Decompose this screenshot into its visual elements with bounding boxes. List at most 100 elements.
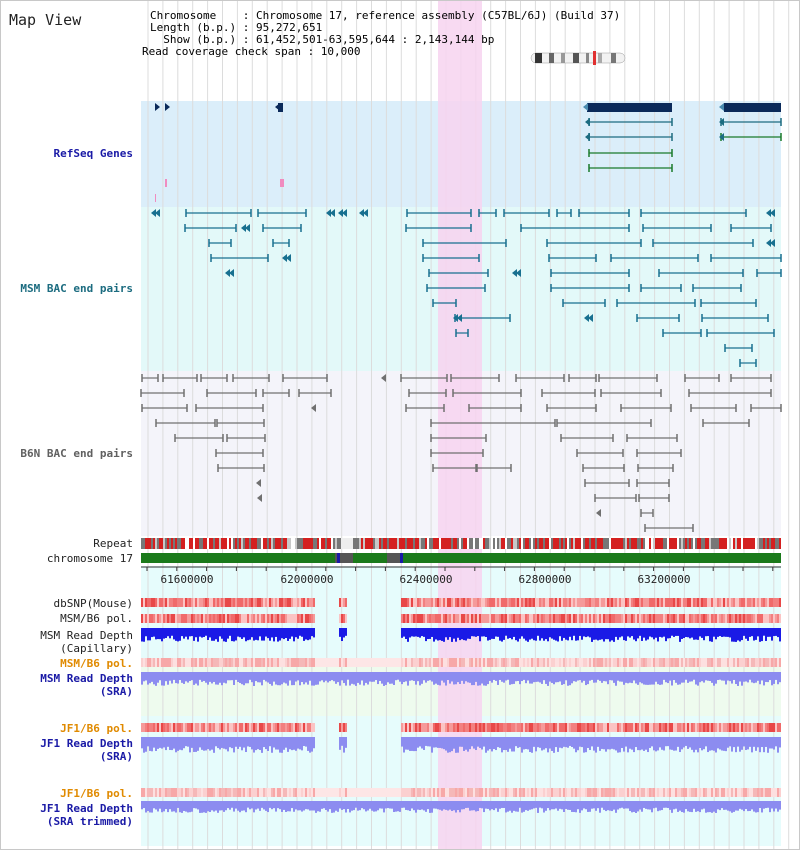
repeat-segment <box>343 538 345 549</box>
read-depth-bar <box>675 628 677 636</box>
polymorphism-segment <box>461 658 463 667</box>
polymorphism-segment <box>389 788 391 797</box>
read-depth-bar <box>645 628 647 641</box>
jf1-depth-sra-label[interactable]: JF1 Read Depth <box>40 737 133 750</box>
polymorphism-segment <box>241 614 243 623</box>
b6n-bac-label[interactable]: B6N BAC end pairs <box>20 447 133 460</box>
read-depth-bar <box>299 628 301 636</box>
polymorphism-segment <box>199 614 201 623</box>
read-depth-bar <box>171 628 173 636</box>
read-depth-bar <box>703 801 705 809</box>
polymorphism-segment <box>193 614 195 623</box>
read-depth-bar <box>679 737 681 753</box>
polymorphism-segment <box>177 614 179 623</box>
polymorphism-segment <box>615 788 617 797</box>
polymorphism-segment <box>339 614 341 623</box>
repeat-segment <box>305 538 307 549</box>
jf1-depth-trimmed-label[interactable]: JF1 Read Depth <box>40 802 133 815</box>
read-depth-bar <box>615 737 617 751</box>
repeat-segment <box>215 538 217 549</box>
msm-depth-capillary-label[interactable]: MSM Read Depth <box>40 629 133 642</box>
repeat-label[interactable]: Repeat <box>93 537 133 550</box>
polymorphism-segment <box>601 788 603 797</box>
read-depth-bar <box>503 801 505 808</box>
polymorphism-segment <box>725 788 727 797</box>
polymorphism-segment <box>421 658 423 667</box>
read-depth-bar <box>601 801 603 808</box>
read-depth-bar <box>191 628 193 637</box>
jf1-b6-pol-label[interactable]: JF1/B6 pol. <box>60 722 133 735</box>
polymorphism-segment <box>419 788 421 797</box>
polymorphism-segment <box>245 788 247 797</box>
polymorphism-segment <box>395 658 397 667</box>
polymorphism-segment <box>755 614 757 623</box>
feature-arrow <box>155 103 160 111</box>
repeat-segment <box>201 538 203 549</box>
read-depth-bar <box>147 628 149 641</box>
polymorphism-segment <box>197 598 199 607</box>
polymorphism-segment <box>499 598 501 607</box>
jf1-b6-pol-trimmed-label[interactable]: JF1/B6 pol. <box>60 787 133 800</box>
polymorphism-segment <box>605 598 607 607</box>
read-depth-bar <box>455 737 457 753</box>
read-depth-bar <box>677 737 679 747</box>
msm-b6-pol-label[interactable]: MSM/B6 pol. <box>60 612 133 625</box>
polymorphism-segment <box>229 788 231 797</box>
read-depth-bar <box>311 737 313 752</box>
polymorphism-segment <box>335 788 337 797</box>
polymorphism-segment <box>147 614 149 623</box>
read-depth-bar <box>541 672 543 684</box>
repeat-segment <box>651 538 653 549</box>
read-depth-bar <box>551 628 553 639</box>
polymorphism-segment <box>557 614 559 623</box>
read-depth-bar <box>561 672 563 685</box>
dbsnp-label[interactable]: dbSNP(Mouse) <box>53 597 133 610</box>
read-depth-bar <box>737 737 739 747</box>
polymorphism-segment <box>577 658 579 667</box>
polymorphism-segment <box>625 598 627 607</box>
polymorphism-segment <box>225 614 227 623</box>
polymorphism-segment <box>465 788 467 797</box>
polymorphism-segment <box>691 598 693 607</box>
polymorphism-segment <box>299 658 301 667</box>
msm-depth-sra-label[interactable]: MSM Read Depth <box>40 672 133 685</box>
read-depth-bar <box>771 628 773 641</box>
read-depth-bar <box>483 628 485 637</box>
polymorphism-segment <box>205 723 207 732</box>
read-depth-bar <box>205 801 207 813</box>
read-depth-bar <box>297 672 299 681</box>
read-depth-bar <box>773 672 775 684</box>
polymorphism-segment <box>653 598 655 607</box>
read-depth-bar <box>411 801 413 809</box>
read-depth-bar <box>257 672 259 683</box>
read-depth-bar <box>437 801 439 810</box>
polymorphism-segment <box>465 723 467 732</box>
polymorphism-segment <box>665 723 667 732</box>
chromosome-label[interactable]: chromosome 17 <box>46 552 133 565</box>
polymorphism-segment <box>643 614 645 623</box>
read-depth-bar <box>421 628 423 637</box>
polymorphism-segment <box>699 658 701 667</box>
repeat-segment <box>375 538 377 549</box>
refseq-genes-label[interactable]: RefSeq Genes <box>53 147 133 160</box>
repeat-segment <box>347 538 349 549</box>
read-depth-bar <box>759 737 761 753</box>
polymorphism-segment <box>281 723 283 732</box>
read-depth-bar <box>255 628 257 640</box>
read-depth-bar <box>267 801 269 813</box>
read-depth-bar <box>523 801 525 812</box>
polymorphism-segment <box>253 614 255 623</box>
read-depth-bar <box>531 801 533 810</box>
read-depth-bar <box>169 737 171 750</box>
read-depth-bar <box>487 672 489 685</box>
polymorphism-segment <box>759 788 761 797</box>
polymorphism-segment <box>681 614 683 623</box>
ideogram-band <box>573 53 579 63</box>
msm-bac-label[interactable]: MSM BAC end pairs <box>20 282 133 295</box>
polymorphism-segment <box>521 788 523 797</box>
read-depth-bar <box>639 672 641 683</box>
read-depth-bar <box>199 672 201 680</box>
msm-b6-pol-sra-label[interactable]: MSM/B6 pol. <box>60 657 133 670</box>
polymorphism-segment <box>215 723 217 732</box>
